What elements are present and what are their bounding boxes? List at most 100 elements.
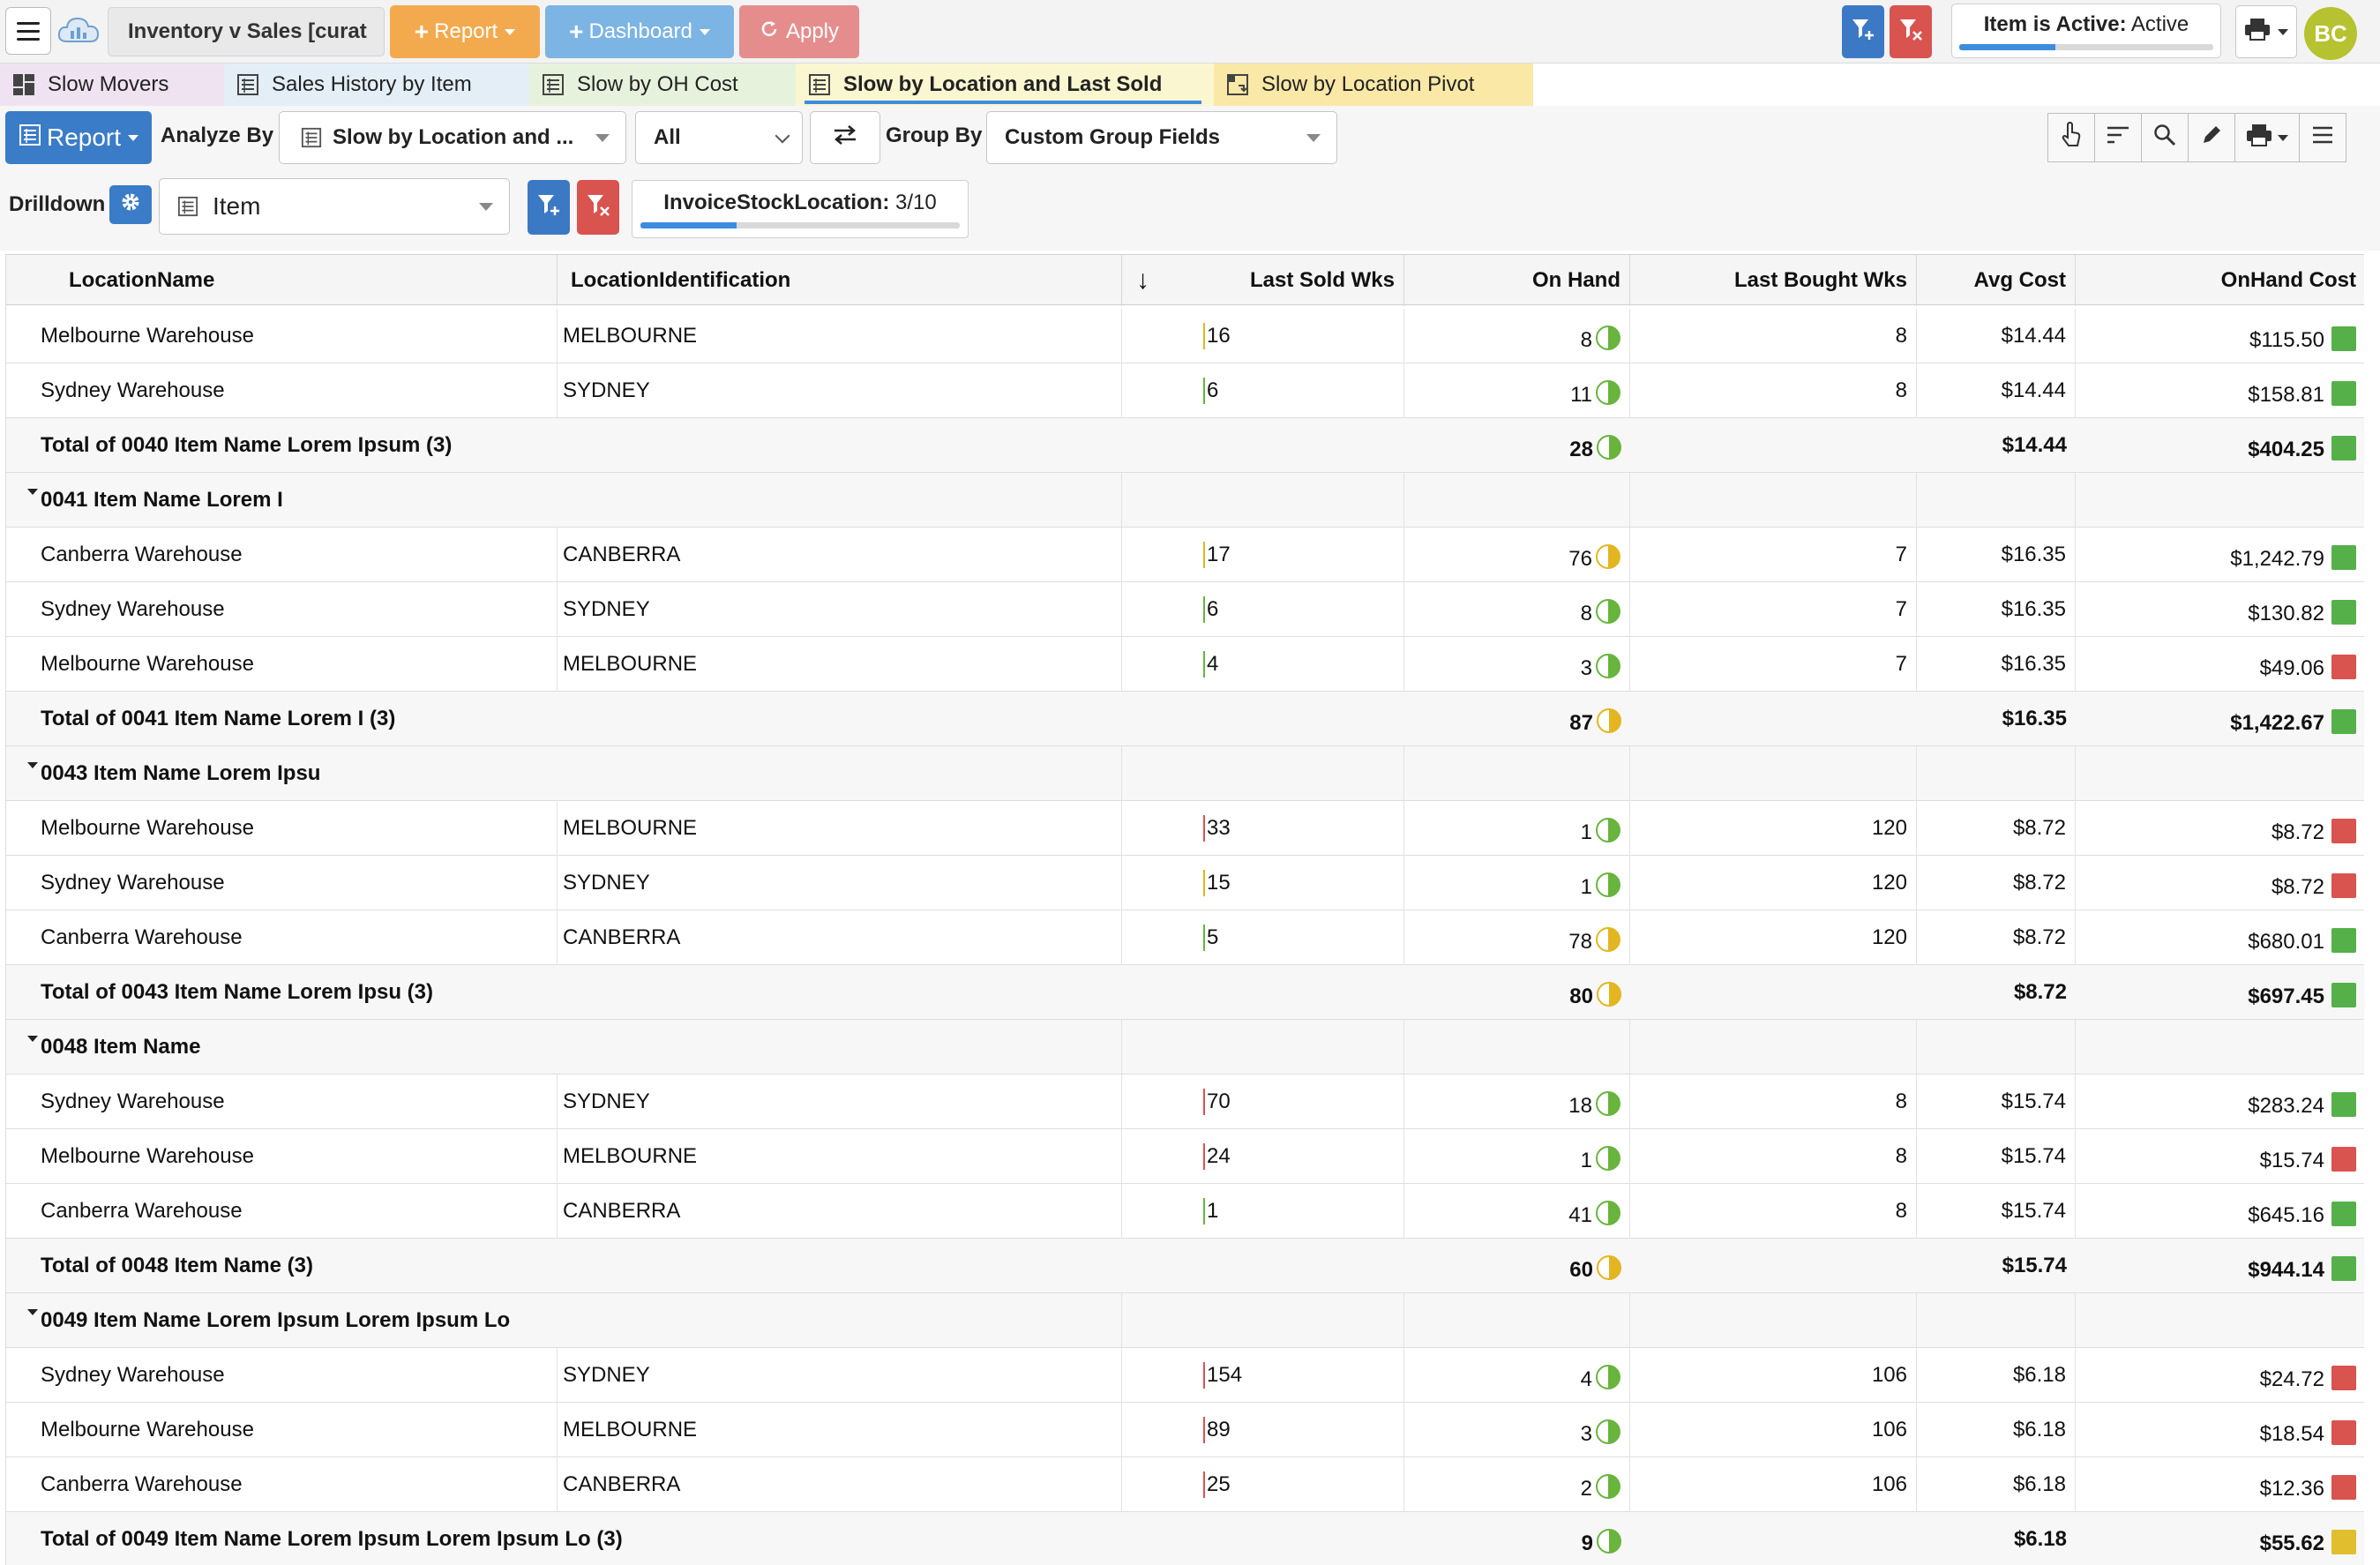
group-by-value: Custom Group Fields [1005, 125, 1221, 149]
table-row[interactable]: Canberra Warehouse CANBERRA 17 76 7 $16.35 $1,… [6, 528, 2364, 582]
cell-avg: $16.35 [1917, 582, 2076, 637]
edit-button[interactable] [2188, 113, 2235, 162]
filter-all-select[interactable]: All [635, 111, 803, 164]
cell-avg: $6.18 [1917, 1512, 2076, 1565]
tab-slow-movers[interactable]: Slow Movers [0, 64, 224, 106]
table-row[interactable]: Melbourne Warehouse MELBOURNE 16 8 8 $14.44 $1… [6, 309, 2364, 363]
tab-slow-by-location-pivot[interactable]: Slow by Location Pivot [1214, 64, 1533, 106]
cell-sold: 16 [1122, 309, 1404, 363]
group-header-row[interactable]: 0043 Item Name Lorem Ipsu [6, 746, 2364, 801]
sort-desc-icon[interactable]: ↓ [1136, 266, 1149, 295]
last-bought-wks: 120 [1871, 871, 1907, 895]
tab-sales-history-by-item[interactable]: Sales History by Item [224, 64, 529, 106]
swap-button[interactable] [810, 111, 880, 164]
drilldown-settings-button[interactable] [109, 185, 152, 224]
table-row[interactable]: Sydney Warehouse SYDNEY 70 18 8 $15.74 $283.24 [6, 1075, 2364, 1129]
sort-button[interactable] [2094, 113, 2142, 162]
collapse-caret-icon[interactable] [27, 762, 38, 768]
table-row[interactable]: Sydney Warehouse SYDNEY 15 1 120 $8.72 $8.72 [6, 856, 2364, 910]
group-header-label: 0048 Item Name [41, 1035, 201, 1059]
plus-icon: + [414, 18, 430, 45]
last-bought-wks: 7 [1895, 597, 1907, 621]
onhand-cost-status-icon [2331, 545, 2356, 570]
empty-cell [1917, 1020, 2076, 1075]
drilldown-add-filter-button[interactable] [528, 180, 570, 235]
table-row[interactable]: Melbourne Warehouse MELBOURNE 33 1 120 $8.72 $… [6, 801, 2364, 856]
location-identification: MELBOURNE [563, 652, 698, 676]
caret-down-icon [505, 28, 516, 35]
grid-header: LocationName LocationIdentification ↓ La… [6, 254, 2364, 306]
on-hand-status-icon [1597, 1255, 1621, 1280]
cell-sold: 17 [1122, 528, 1404, 582]
stock-location-filter-chip[interactable]: InvoiceStockLocation: 3/10 [632, 180, 969, 238]
table-row[interactable]: Canberra Warehouse CANBERRA 1 41 8 $15.74 $645… [6, 1184, 2364, 1239]
avg-cost: $6.18 [2012, 1363, 2066, 1387]
user-avatar[interactable]: BC [2304, 7, 2357, 60]
group-total-label: Total of 0049 Item Name Lorem Ipsum Lore… [41, 1527, 623, 1551]
add-filter-button[interactable] [1842, 5, 1884, 58]
column-header-last-bought-wks[interactable]: Last Bought Wks [1630, 255, 1917, 306]
grid-menu-button[interactable] [2299, 113, 2346, 162]
apply-button[interactable]: Apply [739, 5, 859, 58]
group-total-row[interactable]: Total of 0048 Item Name (3) 60 $15.74 $944.… [6, 1239, 2364, 1293]
menu-button[interactable] [5, 7, 51, 55]
grid-print-button[interactable] [2234, 113, 2300, 162]
column-header-location-identification[interactable]: LocationIdentification [558, 255, 1122, 306]
on-hand-value: 8 [1580, 328, 1592, 352]
analysis-toolbar: Report Analyze By Slow by Location and .… [0, 106, 2380, 169]
total-avg-cost: $15.74 [2002, 1254, 2067, 1277]
drilldown-value: Item [213, 192, 261, 220]
table-row[interactable]: Melbourne Warehouse MELBOURNE 4 3 7 $16.35 $49… [6, 637, 2364, 692]
cell-onhand: 2 [1404, 1457, 1630, 1512]
onhand-cost-status-icon [2331, 1420, 2356, 1445]
table-row[interactable]: Canberra Warehouse CANBERRA 25 2 106 $6.18 $12… [6, 1457, 2364, 1512]
report-menu-button[interactable]: + Report [390, 5, 540, 58]
collapse-caret-icon[interactable] [27, 1036, 38, 1042]
tab-slow-by-oh-cost[interactable]: Slow by OH Cost [529, 64, 796, 106]
last-sold-wks: 25 [1207, 1472, 1231, 1496]
app-title[interactable]: Inventory v Sales [curat [108, 7, 385, 56]
last-bought-wks: 8 [1895, 378, 1907, 402]
cell-name: Melbourne Warehouse [6, 801, 558, 856]
print-menu-button[interactable] [2235, 5, 2297, 58]
column-header-last-sold-wks[interactable]: Last Sold Wks [1178, 255, 1404, 306]
collapse-caret-icon[interactable] [27, 489, 38, 495]
tab-slow-by-location-and-last-sold[interactable]: Slow by Location and Last Sold [796, 64, 1214, 106]
cell-bought: 7 [1630, 528, 1917, 582]
drilldown-select[interactable]: Item [159, 178, 510, 235]
dashboard-menu-button[interactable]: + Dashboard [545, 5, 734, 58]
on-hand-status-icon [1596, 1146, 1620, 1171]
total-avg-cost: $16.35 [2002, 707, 2067, 730]
group-total-row[interactable]: Total of 0040 Item Name Lorem Ipsum (3) 2… [6, 418, 2364, 473]
group-header-row[interactable]: 0049 Item Name Lorem Ipsum Lorem Ipsum L… [6, 1293, 2364, 1348]
chevron-down-icon [479, 203, 493, 211]
group-total-row[interactable]: Total of 0041 Item Name Lorem I (3) 87 $16… [6, 692, 2364, 746]
active-filter-chip[interactable]: Item is Active: Active [1951, 4, 2221, 58]
group-by-select[interactable]: Custom Group Fields [986, 111, 1337, 164]
clear-filter-button[interactable] [1890, 5, 1932, 58]
column-header-onhand-cost[interactable]: OnHand Cost [2220, 268, 2356, 292]
column-header-location-name[interactable]: LocationName [6, 255, 558, 306]
table-row[interactable]: Canberra Warehouse CANBERRA 5 78 120 $8.72 $68… [6, 910, 2364, 965]
column-header-on-hand[interactable]: On Hand [1404, 255, 1630, 306]
table-row[interactable]: Melbourne Warehouse MELBOURNE 89 3 106 $6.18 $… [6, 1403, 2364, 1457]
table-row[interactable]: Sydney Warehouse SYDNEY 6 11 8 $14.44 $158.81 [6, 363, 2364, 418]
table-row[interactable]: Sydney Warehouse SYDNEY 6 8 7 $16.35 $130.82 [6, 582, 2364, 637]
table-row[interactable]: Melbourne Warehouse MELBOURNE 24 1 8 $15.74 $1… [6, 1129, 2364, 1184]
empty-cell [2076, 746, 2364, 801]
pointer-tool-button[interactable] [2047, 113, 2095, 162]
group-header-row[interactable]: 0048 Item Name [6, 1020, 2364, 1075]
cell-avg: $14.44 [1917, 363, 2076, 418]
cell-sold: 70 [1122, 1075, 1404, 1129]
column-header-avg-cost[interactable]: Avg Cost [1917, 255, 2076, 306]
analyze-by-select[interactable]: Slow by Location and ... [279, 111, 626, 164]
search-button[interactable] [2141, 113, 2189, 162]
group-header-row[interactable]: 0041 Item Name Lorem I [6, 473, 2364, 528]
group-total-row[interactable]: Total of 0043 Item Name Lorem Ipsu (3) 80… [6, 965, 2364, 1020]
table-row[interactable]: Sydney Warehouse SYDNEY 154 4 106 $6.18 $24.72 [6, 1348, 2364, 1403]
onhand-cost-status-icon [2331, 1475, 2356, 1500]
collapse-caret-icon[interactable] [27, 1309, 38, 1315]
drilldown-clear-filter-button[interactable] [577, 180, 619, 235]
report-button[interactable]: Report [5, 111, 152, 164]
group-total-row[interactable]: Total of 0049 Item Name Lorem Ipsum Lore… [6, 1512, 2364, 1565]
